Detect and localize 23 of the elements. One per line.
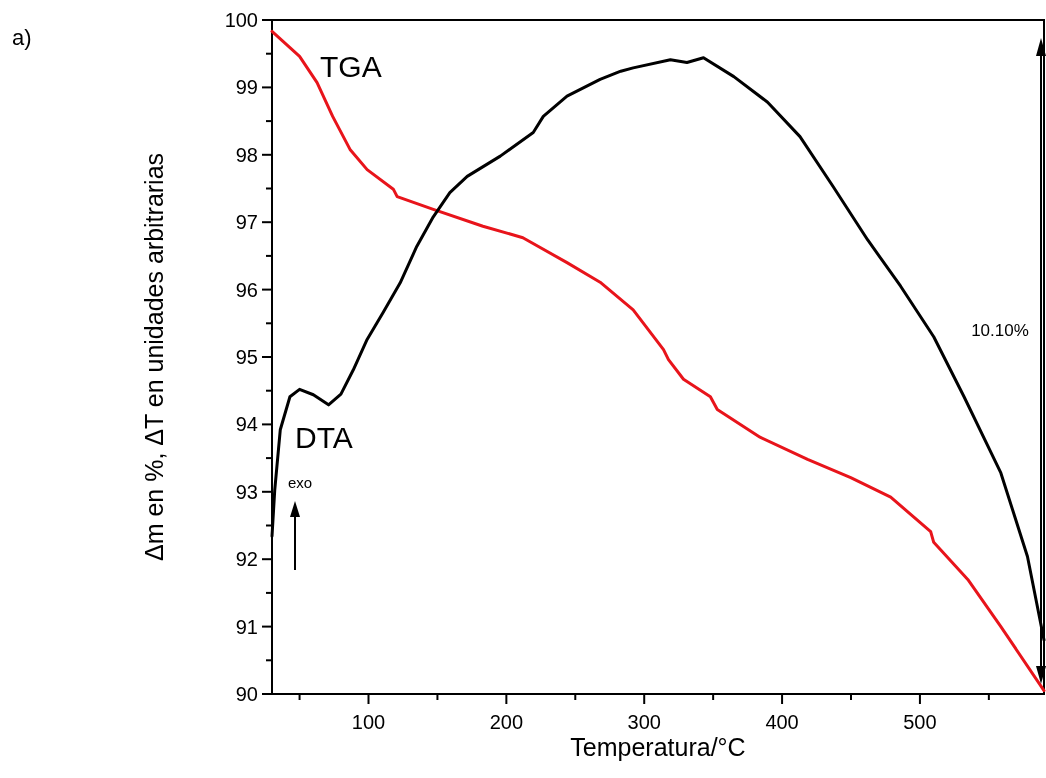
x-tick-label: 500 <box>903 711 937 733</box>
y-tick-label: 97 <box>235 211 258 234</box>
y-tick-label: 99 <box>235 76 258 99</box>
y-tick-label: 96 <box>235 278 258 301</box>
y-axis-title: Δm en %, ΔT en unidades arbitrarias <box>140 152 168 562</box>
annotation: exo <box>287 474 313 491</box>
y-tick-label: 92 <box>235 548 258 571</box>
annotation: 10.10% <box>971 321 1029 340</box>
x-tick-label: 400 <box>765 711 799 733</box>
x-tick-label: 100 <box>351 711 386 733</box>
y-tick-label: 100 <box>224 9 258 31</box>
x-tick-label: 300 <box>627 711 661 733</box>
y-tick-label: 95 <box>235 346 258 368</box>
series-label: TGA <box>320 50 382 83</box>
y-tick-label: 91 <box>235 615 258 638</box>
series-label: DTA <box>295 421 353 454</box>
x-axis-title: Temperatura/°C <box>570 733 746 761</box>
y-tick-label: 93 <box>235 480 258 503</box>
y-tick-label: 98 <box>235 143 258 166</box>
y-tick-label: 90 <box>235 683 258 705</box>
y-tick-label: 94 <box>235 413 258 436</box>
text: a) <box>12 25 32 50</box>
x-tick-label: 200 <box>489 711 524 733</box>
